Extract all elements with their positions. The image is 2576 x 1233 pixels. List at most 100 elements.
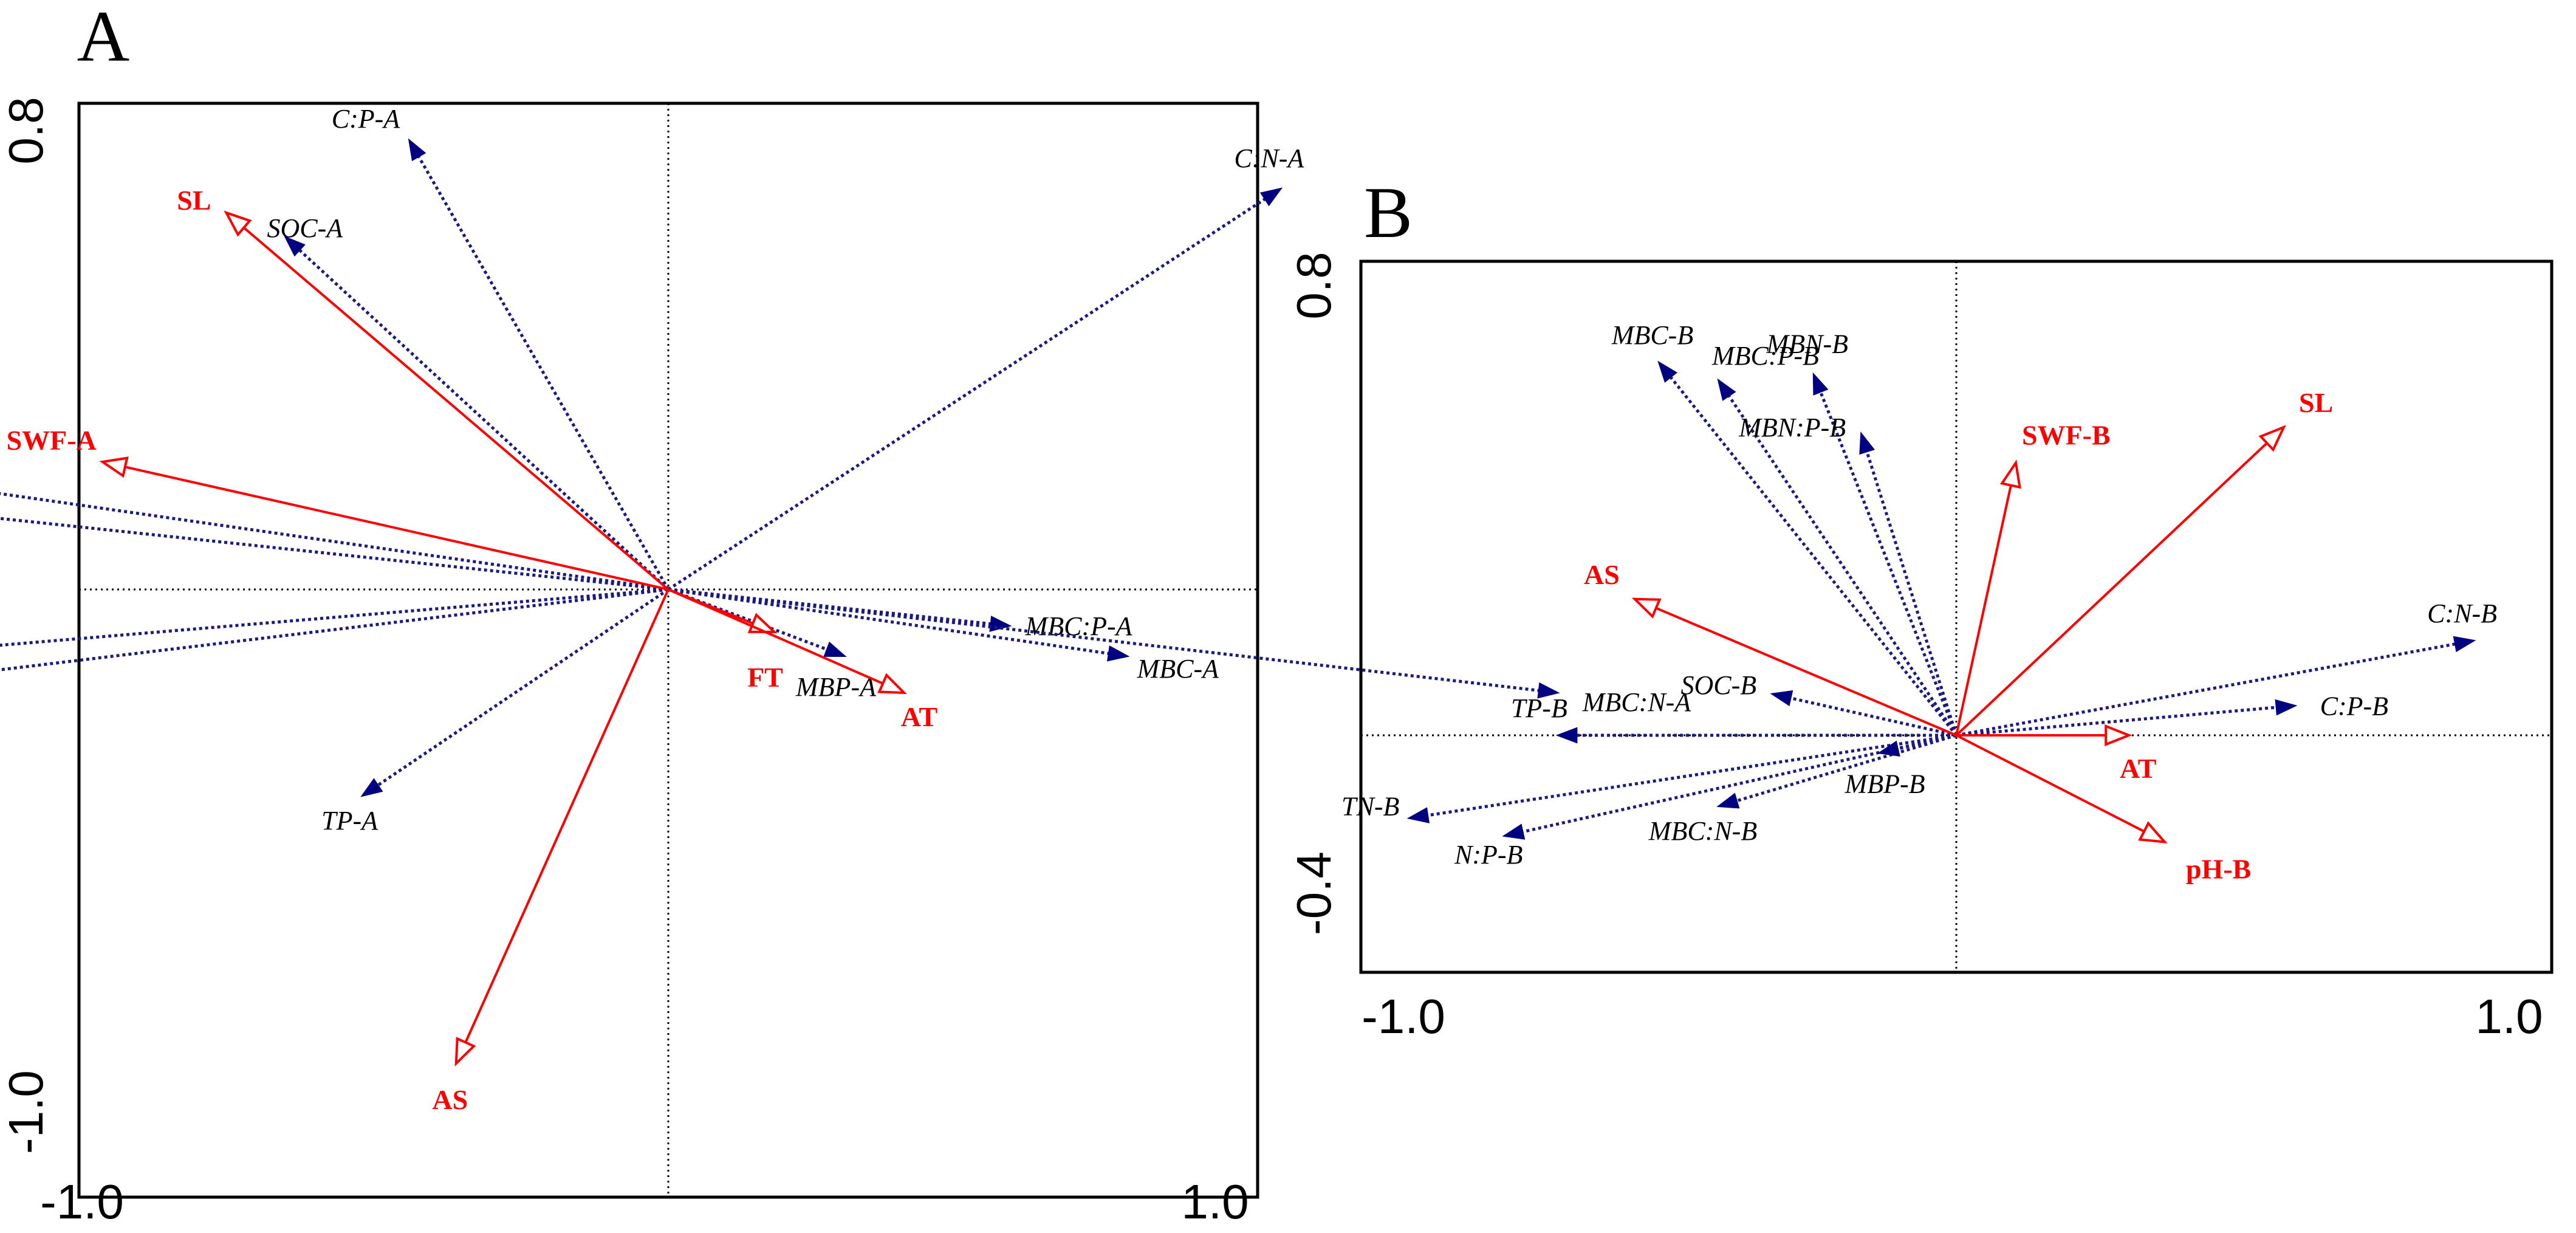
panel-a-response-vector-c-p-a-label: C:P-A [332,104,401,134]
panel-a-env-vector-at [668,588,883,685]
panel-a-response-vector-n-p-a [0,588,669,647]
panel-b-response-vector-mbn-p-b-label: MBN:P-B [1738,413,1846,442]
panel-b-response-vector-c-n-b [1956,642,2456,737]
panel-a: A-1.01.00.8-1.0C:P-ASOC-AC:N-AMBN:P-AMBN… [0,0,1691,1229]
panel-a-response-vector-mbn-a [0,517,669,591]
panel-b-response-vector-mbc-p-b [1727,395,1958,737]
panel-b-response-vector-c-n-b-label: C:N-B [2427,599,2497,628]
panel-b-response-vector-soc-b-label: SOC-B [1681,670,1757,700]
panel-a-response-vector-mbp-a-arrowhead [823,641,847,658]
panel-b-env-vector-as-arrowhead [1631,597,1662,619]
panel-a-response-vector-c-n-a-label: C:N-A [1234,143,1304,173]
panel-b-env-vector-as [1656,606,1957,737]
panel-b-response-vector-mbn-p-b [1865,451,1958,736]
panel-a-response-vector-mbc-a [668,588,1109,655]
panel-a-env-vector-sl-label: SL [177,185,211,216]
panel-a-env-vector-sl [243,227,670,591]
panel-a-response-vector-soc-a-arrowhead [284,236,306,257]
panel-a-response-vector-tp-a-arrowhead [360,778,383,797]
panel-b-y-tick-label: 0.8 [1287,252,1341,319]
panel-b-response-vector-mbc-b-arrowhead [1657,360,1678,383]
panel-b-response-vector-mbp-b [1897,733,1957,750]
panel-a-env-vector-as-arrowhead [454,1037,476,1066]
panel-a-response-vector-c-n-a-arrowhead [1259,187,1283,207]
panel-a-response-vector-soc-a [298,249,670,591]
panel-a-env-vector-swf-a [125,465,669,591]
panel-b-response-vector-tp-b-label: TP-B [1511,693,1567,723]
panel-b-env-vector-sl [1955,442,2268,737]
panel-b-env-vector-sl-arrowhead [2258,425,2286,452]
panel-b-env-vector-at-label: AT [2120,753,2157,784]
panel-b-response-vector-c-p-b-arrowhead [2275,699,2298,716]
panel-a-response-vector-mbn-p-a [0,492,669,591]
panel-b-response-vector-mbc-n-b-arrowhead [1716,792,1740,809]
panel-b-env-vector-as-label: AS [1584,559,1620,590]
panel-b-response-vector-soc-b [1790,696,1957,737]
panel-b-response-vector-n-p-b-label: N:P-B [1454,840,1523,870]
panel-b-response-vector-mbc-p-b-label: MBC:P-B [1711,341,1819,371]
panel-a-response-vector-c-p-a-arrowhead [408,138,426,162]
panel-a-label: A [77,0,130,77]
panel-a-x-tick-label: -1.0 [40,1175,124,1229]
panel-a-env-vector-as-label: AS [432,1084,468,1115]
panel-b-response-vector-mbc-n-b-label: MBC:N-B [1648,816,1757,846]
panel-b-response-vector-tn-b [1427,733,1957,817]
panel-a-response-vector-mbc-a-label: MBC-A [1137,654,1220,684]
panel-a-response-vector-mbc-n-a-label: MBC:N-A [1582,687,1692,717]
panel-b-response-vector-c-n-b-arrowhead [2453,636,2476,653]
panel-b-env-vector-ph-b [1956,734,2145,833]
panel-b-env-vector-sl-label: SL [2299,387,2333,418]
panel-b-env-vector-at-arrowhead [2105,724,2132,746]
panel-b-env-vector-swf-b [1955,485,2012,736]
panel-a-y-tick-label: -1.0 [0,1070,53,1154]
panel-b-response-vector-tn-b-arrowhead [1406,807,1430,823]
panel-a-env-vector-sl-arrowhead [224,210,252,237]
panel-b-response-vector-soc-b-arrowhead [1770,690,1793,707]
panel-b-env-vector-swf-b-arrowhead [1999,459,2021,489]
panel-a-response-vector-mbp-a-label: MBP-A [795,672,877,702]
panel-a-response-vector-tn-a [0,588,669,671]
panel-a-env-vector-at-label: AT [901,701,938,732]
panel-a-response-vector-c-n-a [667,197,1266,591]
panel-b-env-vector-swf-b-label: SWF-B [2022,420,2111,451]
panel-a-env-vector-swf-a-label: SWF-A [7,425,97,456]
panel-a-response-vector-mbc-p-a-label: MBC:P-A [1025,611,1133,641]
panel-b-response-vector-mbn-p-b-arrowhead [1859,431,1875,455]
panel-b-response-vector-mbp-b-label: MBP-B [1845,769,1925,799]
panel-a-response-vector-mbc-n-a [668,588,1540,692]
panel-a-env-vector-as [464,589,670,1043]
panel-b-response-vector-mbc-n-b [1736,733,1957,803]
panel-a-env-vector-swf-a-arrowhead [99,456,129,478]
panel-b-response-vector-mbc-p-b-arrowhead [1717,378,1736,401]
panel-b-label: B [1364,172,1413,253]
panel-a-y-tick-label: 0.8 [0,97,53,164]
panel-b-response-vector-mbn-b [1819,391,1958,736]
panel-a-response-vector-mbc-a-arrowhead [1107,645,1130,662]
panel-b-response-vector-c-p-b [1956,706,2276,737]
panel-b-response-vector-tn-b-label: TN-B [1341,792,1399,822]
panel-b-x-tick-label: -1.0 [1362,989,1445,1043]
panel-b-response-vector-tp-b-arrowhead [1555,727,1578,744]
panel-b-response-vector-mbp-b-arrowhead [1877,740,1900,757]
panel-b-response-vector-mbn-b-arrowhead [1812,372,1829,396]
panel-b-y-tick-label: -0.4 [1287,851,1341,935]
panel-a-x-tick-label: 1.0 [1181,1175,1249,1229]
panel-a-response-vector-soc-a-label: SOC-A [267,213,344,243]
panel-b-env-vector-ph-b-arrowhead [2138,821,2168,843]
panel-b-x-tick-label: 1.0 [2475,989,2543,1043]
panel-a-response-vector-tp-a [377,588,670,787]
panel-b-response-vector-n-p-b-arrowhead [1502,823,1526,840]
panel-a-response-vector-tp-a-label: TP-A [321,806,379,836]
panel-a-response-vector-mbp-a [668,588,827,651]
panel-b-response-vector-c-p-b-label: C:P-B [2320,691,2388,721]
panel-a-response-vector-c-p-a [417,156,670,591]
panel-b-env-vector-ph-b-label: pH-B [2186,854,2251,885]
panel-b-response-vector-mbn-b-label: MBN-B [1766,329,1848,359]
panel-a-response-vector-mbc-n-a-arrowhead [1537,682,1560,699]
panel-a-env-vector-at-arrowhead [877,673,907,695]
panel-b-response-vector-mbc-b-label: MBC-B [1611,320,1693,350]
panel-a-response-vector-mbc-p-a [668,588,992,626]
panel-a-env-vector-ft-label: FT [747,662,783,693]
